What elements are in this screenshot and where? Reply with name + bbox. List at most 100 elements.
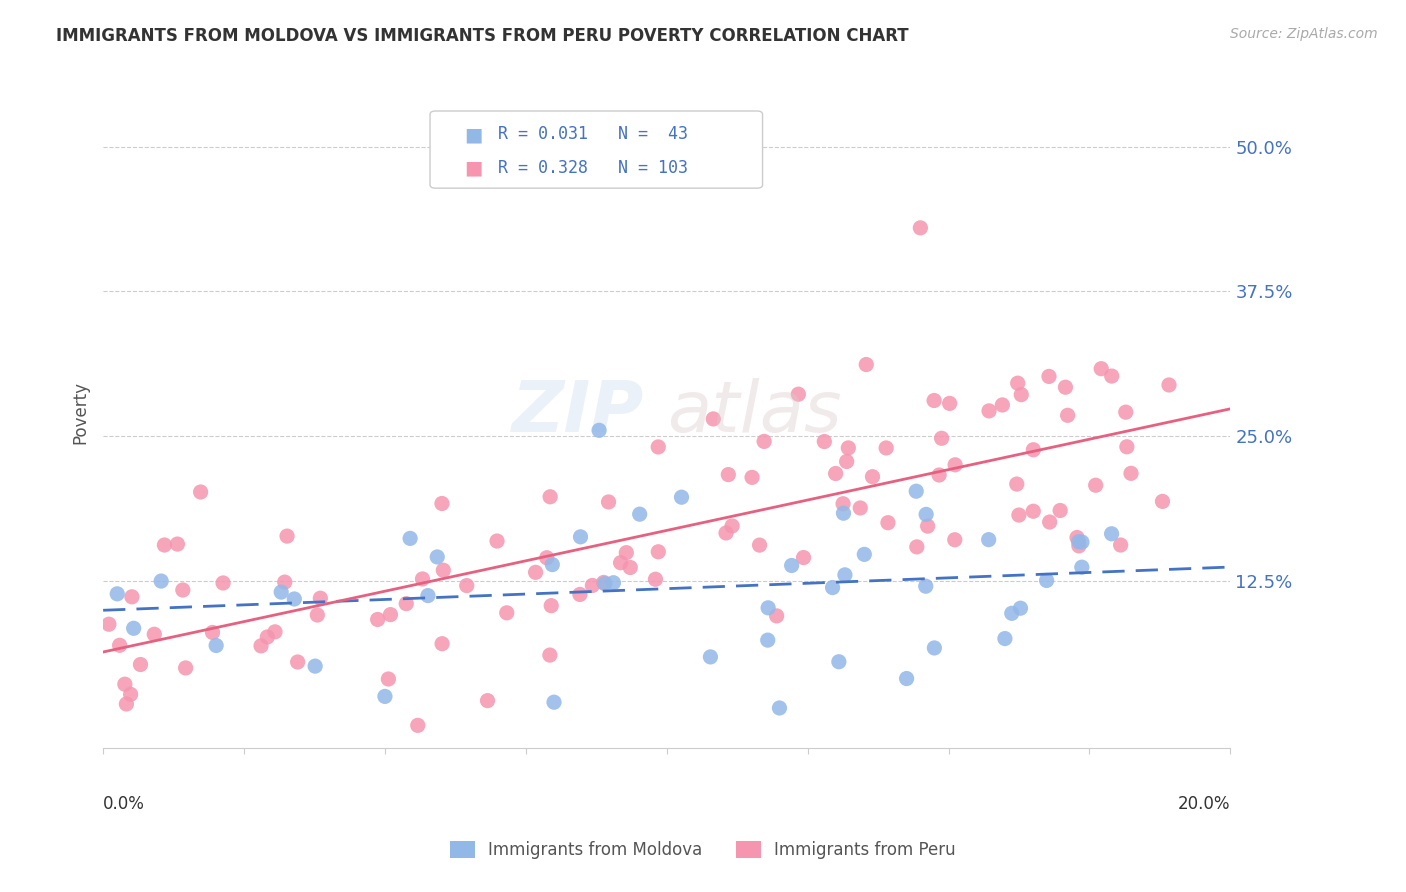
Point: [602, 575, 624, 590]
Point: [780, 558, 803, 573]
Point: [1084, 478, 1107, 492]
Point: [756, 633, 779, 648]
Point: [524, 566, 547, 580]
Point: [495, 606, 517, 620]
Point: [174, 661, 197, 675]
Text: Source: ZipAtlas.com: Source: ZipAtlas.com: [1230, 27, 1378, 41]
Point: [1109, 538, 1132, 552]
Point: [1071, 535, 1094, 549]
Point: [477, 693, 499, 707]
Point: [283, 592, 305, 607]
Point: [1101, 369, 1123, 384]
Point: [592, 575, 614, 590]
Point: [377, 672, 399, 686]
Point: [1056, 409, 1078, 423]
Point: [143, 627, 166, 641]
Point: [380, 607, 402, 622]
Point: [619, 560, 641, 574]
Point: [105, 587, 128, 601]
Point: [832, 497, 855, 511]
Point: [835, 454, 858, 468]
Point: [931, 431, 953, 445]
Point: [276, 529, 298, 543]
Point: [114, 677, 136, 691]
Point: [824, 467, 846, 481]
Point: [432, 563, 454, 577]
Point: [748, 538, 770, 552]
Point: [1115, 440, 1137, 454]
Text: ■: ■: [464, 125, 482, 144]
Point: [97, 617, 120, 632]
Point: [768, 701, 790, 715]
Point: [943, 458, 966, 472]
Point: [538, 648, 561, 662]
Point: [1038, 369, 1060, 384]
Point: [849, 500, 872, 515]
Point: [756, 600, 779, 615]
Point: [287, 655, 309, 669]
Point: [875, 441, 897, 455]
Point: [541, 558, 564, 572]
Point: [486, 534, 509, 549]
FancyBboxPatch shape: [430, 111, 762, 188]
Point: [914, 579, 936, 593]
Point: [977, 533, 1000, 547]
Point: [1101, 526, 1123, 541]
Point: [120, 687, 142, 701]
Y-axis label: Poverty: Poverty: [72, 382, 89, 444]
Point: [212, 576, 235, 591]
Point: [430, 496, 453, 510]
Point: [1022, 504, 1045, 518]
Point: [943, 533, 966, 547]
Point: [1067, 534, 1090, 549]
Point: [568, 587, 591, 601]
Point: [543, 695, 565, 709]
Point: [1049, 503, 1071, 517]
Point: [702, 412, 724, 426]
Point: [834, 567, 856, 582]
Point: [1090, 361, 1112, 376]
Point: [1157, 378, 1180, 392]
Point: [671, 490, 693, 504]
Point: [153, 538, 176, 552]
Point: [1008, 508, 1031, 522]
Point: [628, 507, 651, 521]
Point: [274, 575, 297, 590]
Point: [121, 590, 143, 604]
Point: [166, 537, 188, 551]
Point: [581, 578, 603, 592]
Point: [150, 574, 173, 588]
Text: atlas: atlas: [666, 378, 841, 448]
Point: [609, 556, 631, 570]
Point: [837, 441, 859, 455]
Point: [374, 690, 396, 704]
Point: [915, 508, 938, 522]
Point: [741, 470, 763, 484]
Point: [1066, 531, 1088, 545]
Point: [399, 532, 422, 546]
Text: R = 0.031   N =  43: R = 0.031 N = 43: [498, 126, 688, 144]
Point: [304, 659, 326, 673]
Point: [787, 387, 810, 401]
Point: [1022, 442, 1045, 457]
Point: [593, 576, 616, 591]
Point: [877, 516, 900, 530]
Point: [115, 697, 138, 711]
Point: [540, 599, 562, 613]
Point: [828, 655, 851, 669]
Point: [1070, 560, 1092, 574]
Point: [598, 495, 620, 509]
Point: [647, 440, 669, 454]
Point: [538, 490, 561, 504]
Point: [910, 220, 932, 235]
Point: [264, 624, 287, 639]
Point: [991, 398, 1014, 412]
Point: [717, 467, 740, 482]
Point: [172, 582, 194, 597]
Point: [1152, 494, 1174, 508]
Point: [862, 469, 884, 483]
Point: [1035, 574, 1057, 588]
Point: [1010, 387, 1032, 401]
Point: [270, 585, 292, 599]
Point: [309, 591, 332, 606]
